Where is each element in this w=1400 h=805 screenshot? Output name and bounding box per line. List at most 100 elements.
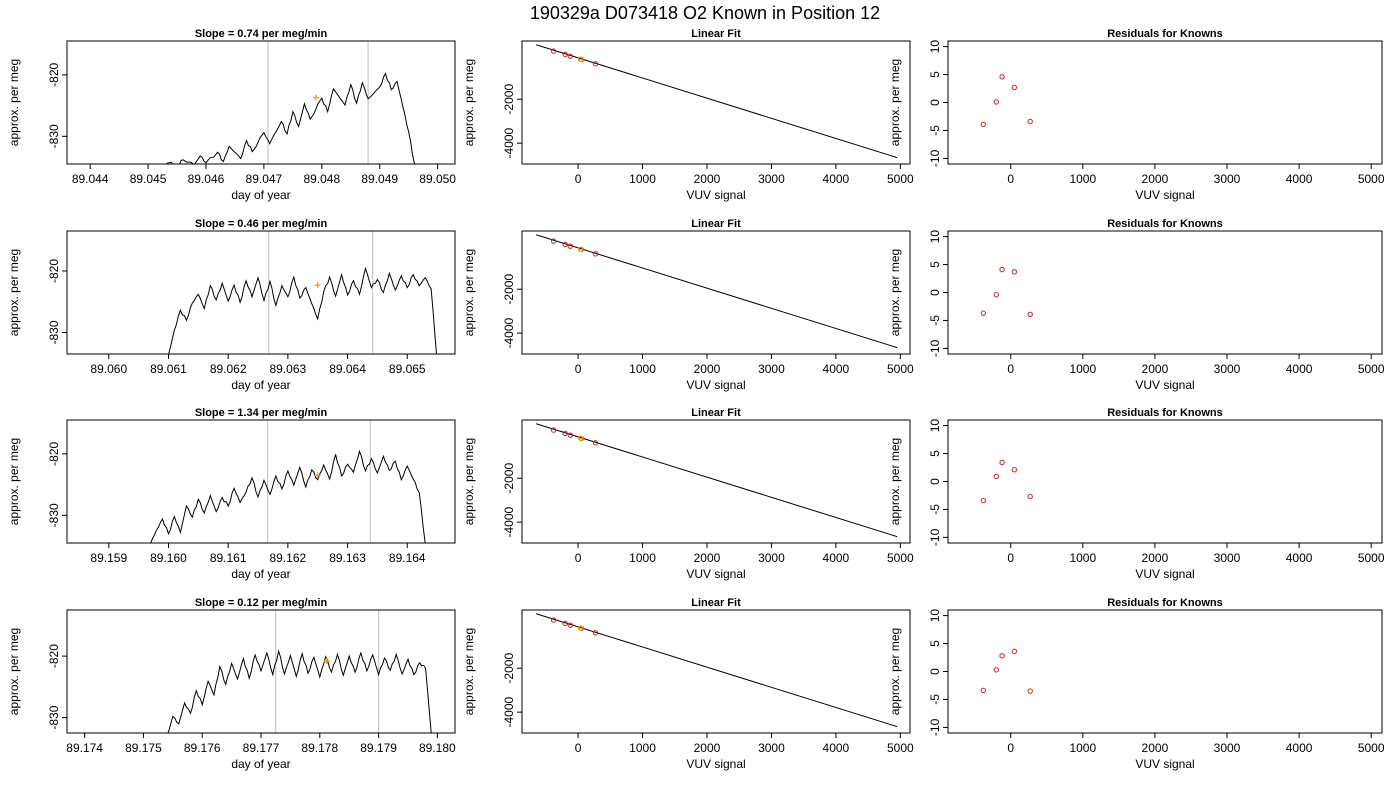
data-point [562,620,568,627]
data-point [562,51,568,58]
x-tick-label: 0 [1007,172,1014,186]
x-tick-label: 5000 [1358,362,1385,376]
residuals-panel-2: Residuals for Knowns 0 1000 2000 3000 4000 500… [888,407,1385,581]
plot-frame [66,40,456,165]
data-point [592,630,599,636]
plot-frame [947,609,1383,734]
y-tick-label: -830 [47,124,61,148]
x-tick-label: 89.159 [90,551,127,565]
fit-line [536,234,898,349]
x-tick-label: 4000 [1286,551,1313,565]
y-tick-label: -10 [928,528,942,546]
x-tick-label: 4000 [823,741,850,755]
x-tick-label: 1000 [629,172,656,186]
plot-area [165,41,415,164]
y-tick-label: -830 [47,320,61,344]
x-tick-label: 3000 [758,362,785,376]
plot-area [149,420,426,543]
residual-point [980,497,987,504]
plot-frame [521,609,911,734]
trace-panel-3: Slope = 0.12 per meg/min 89.174 89.175 89.1… [7,597,456,771]
x-tick-label: 5000 [887,172,914,186]
panel-title: Residuals for Knowns [1107,28,1223,40]
data-point [550,48,557,54]
plot-area [167,610,432,733]
panels: Slope = 0.74 per meg/min 89.044 89.045 89.0… [7,28,1385,771]
x-tick-label: 3000 [758,172,785,186]
x-tick-label: 1000 [629,362,656,376]
panel-title: Slope = 0.46 per meg/min [195,218,328,230]
known-point [577,435,584,441]
fit-panel-3: Linear Fit 0 1000 2000 3000 4000 5000 -2000 -400… [462,597,914,771]
panel-title: Slope = 0.12 per meg/min [195,597,328,609]
fit-panel-0: Linear Fit 0 1000 2000 3000 4000 5000 -2000 -400… [462,28,914,202]
residual-point [999,74,1005,80]
y-tick-label: -10 [928,149,942,167]
y-tick-label: -820 [47,441,61,465]
x-tick-label: 3000 [1214,362,1241,376]
x-tick-label: 2000 [1142,172,1169,186]
plot-frame [947,419,1383,544]
x-axis-label: VUV signal [1135,567,1194,581]
x-tick-label: 89.050 [419,172,456,186]
y-tick-label: -2000 [502,463,516,494]
y-tick-label: 0 [928,668,942,675]
trace-panel-1: Slope = 0.46 per meg/min 89.060 89.061 89.0… [7,218,456,392]
fit-line [536,423,898,538]
trace-line [149,449,426,543]
x-tick-label: 2000 [1142,362,1169,376]
x-tick-label: 89.177 [243,741,280,755]
plot-area [980,266,1033,318]
x-tick-label: 89.175 [125,741,162,755]
x-tick-label: 89.064 [329,362,366,376]
x-tick-label: 4000 [1286,362,1313,376]
y-tick-label: -4000 [502,696,516,727]
y-tick-label: -5 [928,504,942,515]
x-tick-label: 4000 [1286,172,1313,186]
x-tick-label: 2000 [1142,551,1169,565]
fit-line [536,613,898,728]
y-tick-label: -830 [47,503,61,527]
y-tick-label: -4000 [502,127,516,158]
x-tick-label: 89.164 [389,551,426,565]
panel-title: Residuals for Knowns [1107,597,1223,609]
x-tick-label: 5000 [1358,741,1385,755]
plot-area [536,613,898,728]
x-tick-label: 3000 [1214,551,1241,565]
plot-area [536,234,898,349]
x-tick-label: 4000 [1286,741,1313,755]
x-tick-label: 3000 [758,551,785,565]
plot-frame [947,40,1383,165]
x-tick-label: 89.163 [329,551,366,565]
y-tick-label: 5 [928,640,942,647]
residual-point [993,473,1000,480]
known-marker [314,472,321,479]
x-tick-label: 3000 [1214,172,1241,186]
x-tick-label: 89.176 [184,741,221,755]
residual-point [980,687,987,694]
fit-panel-1: Linear Fit 0 1000 2000 3000 4000 5000 -2000 -400… [462,218,914,392]
x-axis-label: day of year [231,188,290,202]
y-tick-label: 5 [928,71,942,78]
x-tick-label: 2000 [694,551,721,565]
x-tick-label: 89.160 [150,551,187,565]
residual-point [980,310,987,316]
data-point [550,427,557,433]
x-tick-label: 89.063 [270,362,307,376]
fit-panel-2: Linear Fit 0 1000 2000 3000 4000 5000 -2000 -400… [462,407,914,581]
x-tick-label: 89.060 [90,362,127,376]
fit-line [536,44,898,159]
residual-point [993,292,1000,298]
x-tick-label: 4000 [823,551,850,565]
y-tick-label: -10 [928,718,942,736]
plot-area [536,44,898,159]
x-tick-label: 89.161 [210,551,247,565]
trace-line [165,72,415,164]
y-tick-label: -830 [47,705,61,729]
x-tick-label: 3000 [758,741,785,755]
x-axis-label: VUV signal [686,567,745,581]
x-tick-label: 0 [575,172,582,186]
y-tick-label: 10 [928,419,942,433]
plot-area [536,423,898,538]
